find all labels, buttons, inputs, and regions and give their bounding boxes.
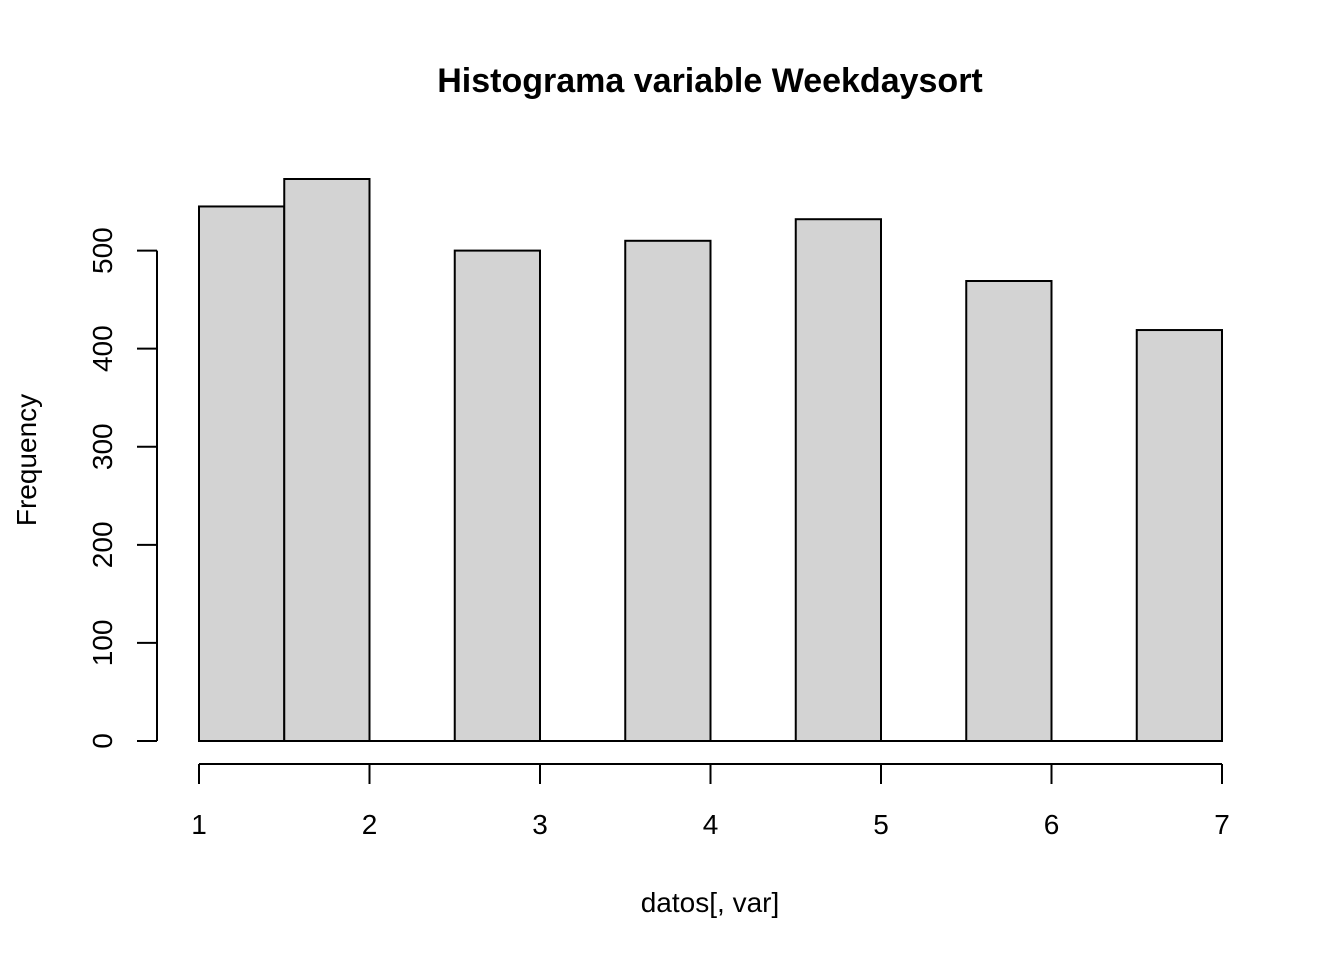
x-axis-label: datos[, var]	[641, 887, 780, 918]
histogram-bar	[624, 239, 712, 742]
histogram-bar	[965, 280, 1053, 742]
bars-group	[198, 178, 1223, 743]
x-tick-label: 1	[191, 809, 207, 840]
y-tick-label: 200	[87, 521, 118, 568]
x-tick-label: 5	[873, 809, 889, 840]
y-tick-label: 300	[87, 423, 118, 470]
x-tick-label: 3	[532, 809, 548, 840]
y-tick-label: 0	[87, 733, 118, 749]
y-axis: 0 100 200 300 400 500	[87, 227, 158, 749]
histogram-bar	[1135, 329, 1223, 742]
chart-title: Histograma variable Weekdaysort	[437, 62, 983, 100]
y-tick-label: 400	[87, 325, 118, 372]
histogram-bar	[453, 249, 541, 742]
x-tick-label: 7	[1214, 809, 1230, 840]
x-tick-label: 4	[703, 809, 719, 840]
y-tick-label: 100	[87, 620, 118, 667]
x-axis: 1 2 3 4 5 6 7	[191, 763, 1230, 840]
histogram-bar	[794, 218, 882, 743]
x-tick-label: 6	[1044, 809, 1060, 840]
y-tick-label: 500	[87, 227, 118, 274]
x-tick-label: 2	[362, 809, 378, 840]
histogram-bar	[283, 178, 371, 742]
y-axis-label: Frequency	[11, 394, 42, 526]
histogram-bar	[198, 205, 286, 743]
